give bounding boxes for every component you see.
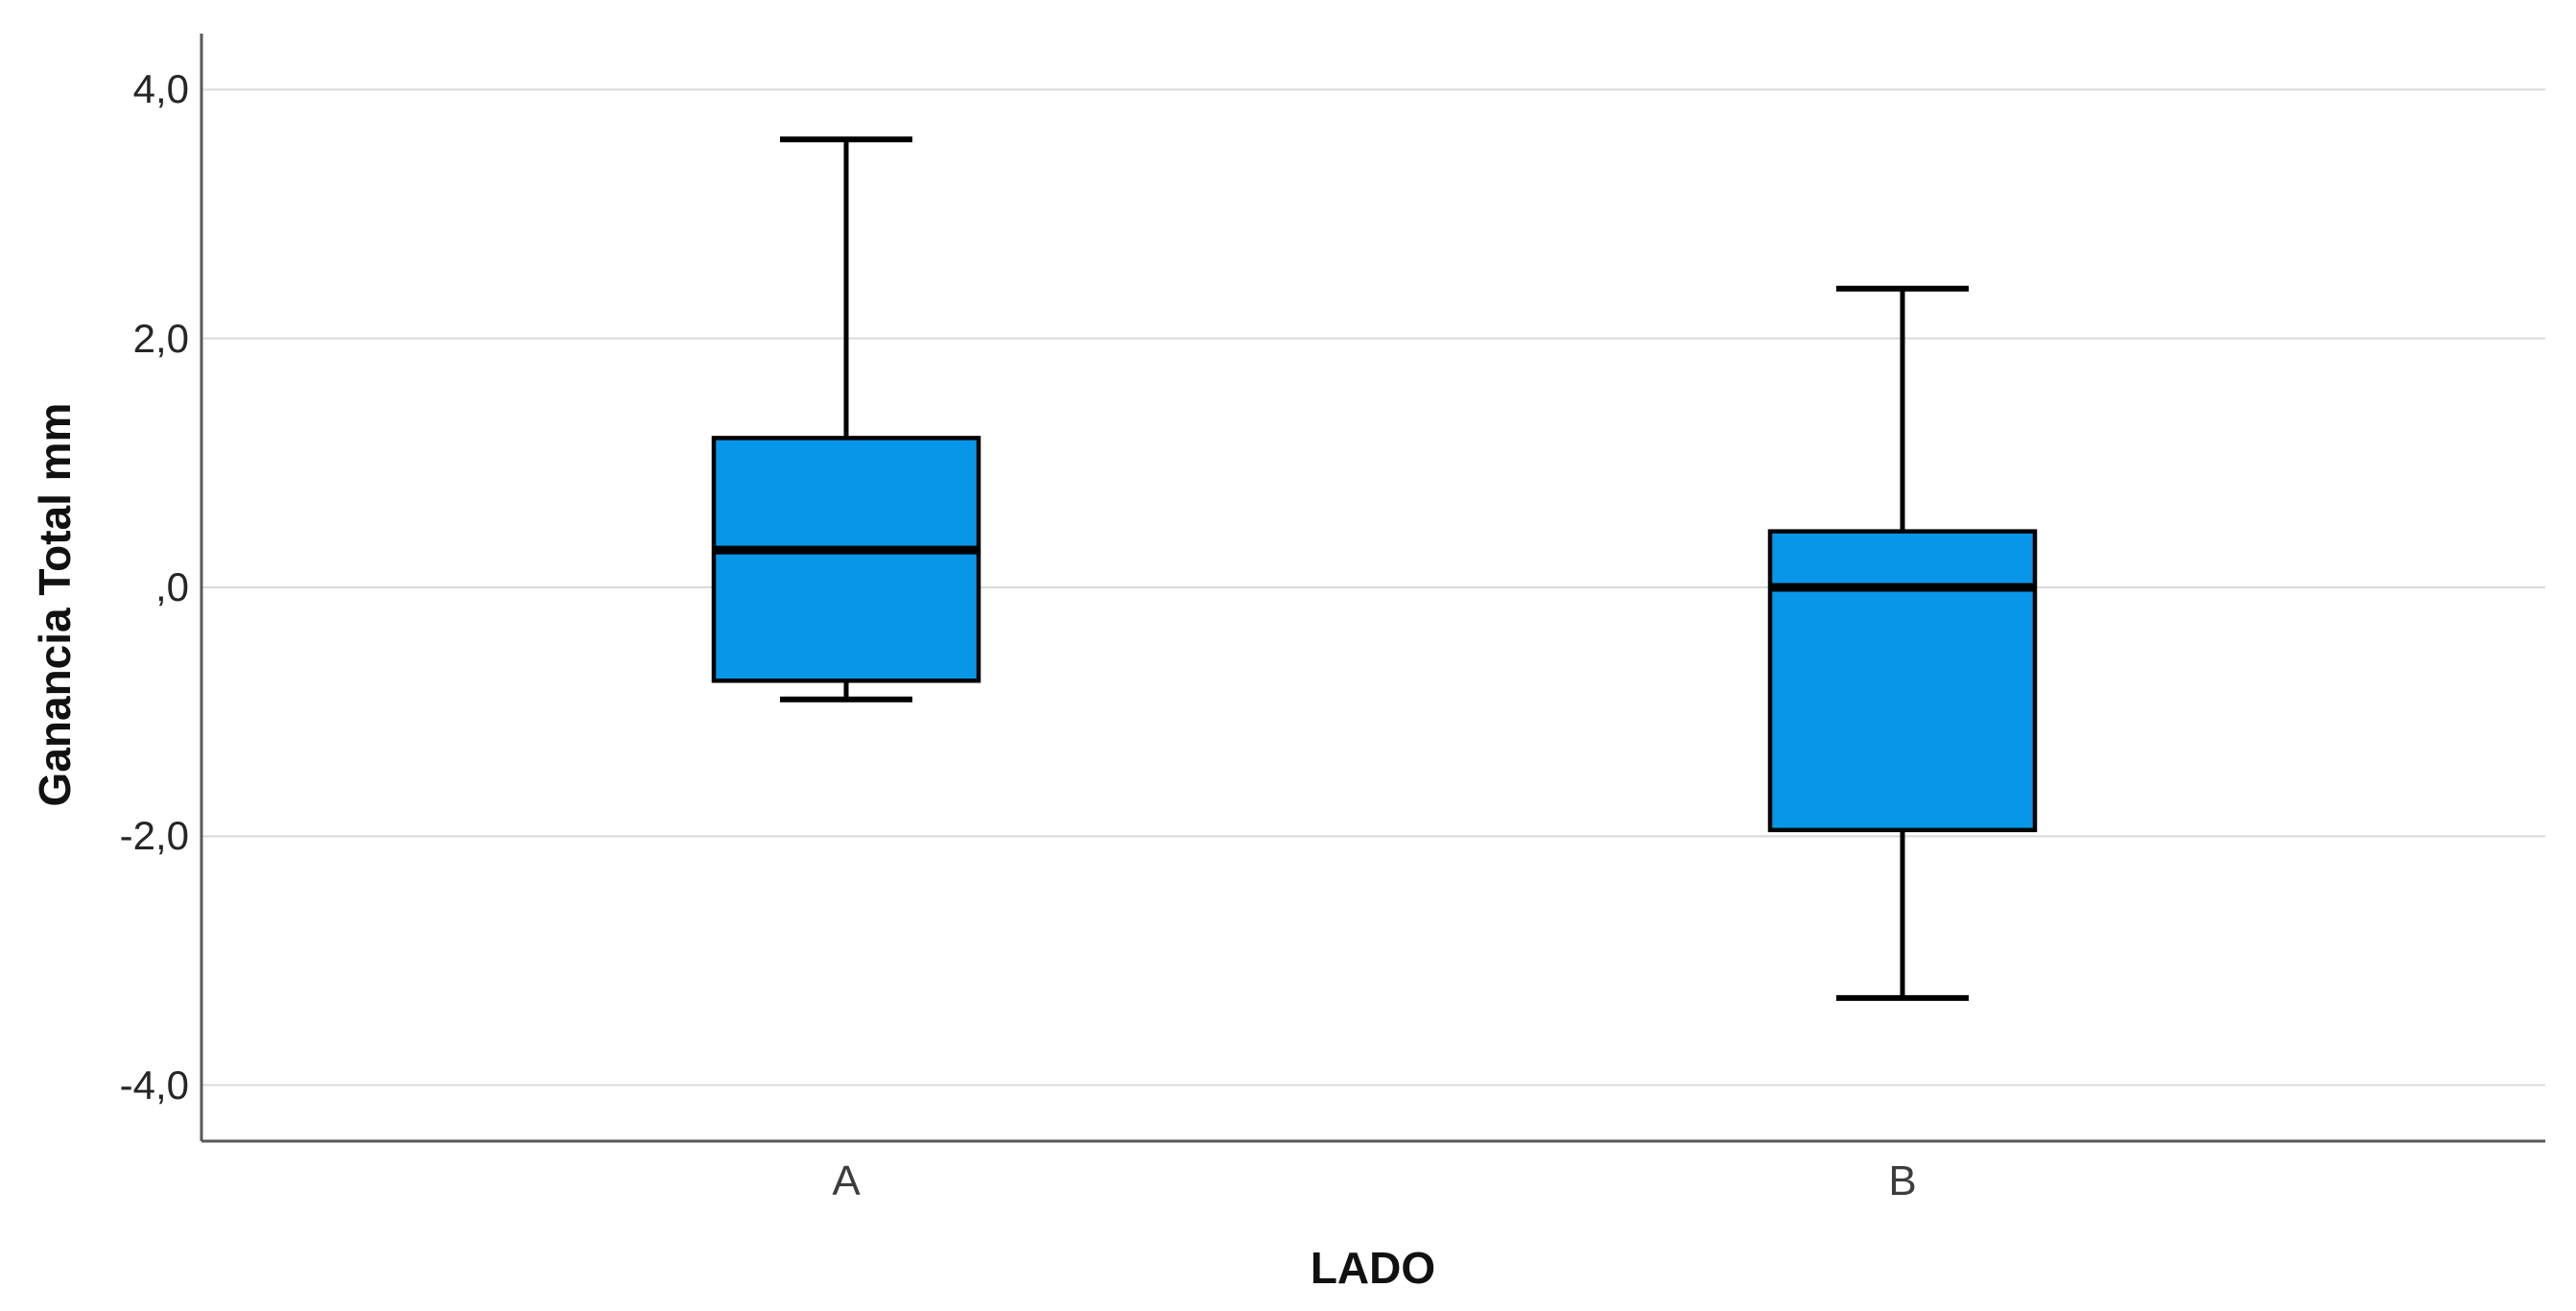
- y-tick-label-neg2: -2,0: [119, 813, 189, 859]
- box-a: [711, 436, 981, 683]
- y-axis-title: Ganancia Total mm: [30, 402, 80, 807]
- y-tick-label-0: ,0: [154, 564, 189, 609]
- x-axis-title: LADO: [1310, 1243, 1436, 1293]
- y-tick-label-neg4: -4,0: [119, 1061, 189, 1108]
- y-tick-label-2: 2,0: [132, 315, 189, 361]
- y-tick-label-4: 4,0: [132, 66, 189, 112]
- box-b: [1767, 529, 2038, 833]
- category-label-b: B: [1888, 1157, 1917, 1204]
- category-label-a: A: [832, 1157, 861, 1204]
